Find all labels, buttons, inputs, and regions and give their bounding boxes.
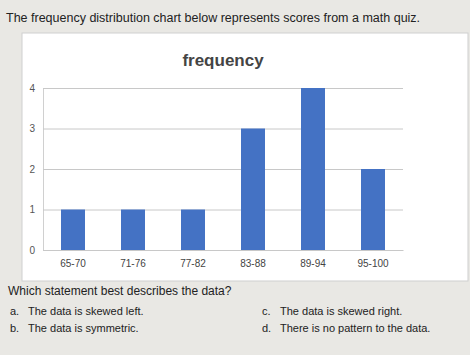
y-tick: 0 [29,245,403,256]
page: The frequency distribution chart below r… [0,0,470,355]
choice-text: The data is symmetric. [28,322,139,334]
x-tick: 65-70 [60,250,86,269]
y-tick-label: 4 [29,83,35,94]
y-tick-label: 0 [29,245,35,256]
plot: 0 1 2 3 4 65-70 71-76 77-82 83-88 89-94 95-100 [29,83,403,269]
y-tick-label: 3 [29,123,35,134]
bar [301,88,325,250]
choice-letter: d. [262,322,271,334]
choice-text: The data is skewed left. [28,305,144,317]
x-tick: 71-76 [120,250,146,269]
x-tick-label: 65-70 [60,258,86,269]
y-tick: 3 [29,123,403,134]
x-tick-label: 77-82 [180,258,206,269]
choice-text: There is no pattern to the data. [280,322,430,334]
x-tick-label: 71-76 [120,258,146,269]
grid-line [43,210,403,211]
chart-title: frequency [182,51,264,70]
y-tick: 2 [29,164,403,175]
grid-line [43,129,403,130]
bar [121,210,145,251]
x-tick-label: 83-88 [240,258,266,269]
x-tick: 95-100 [357,250,389,269]
y-tick-label: 2 [29,164,35,175]
x-axis: 65-70 71-76 77-82 83-88 89-94 95-100 [44,250,404,269]
y-tick: 1 [29,204,403,215]
x-tick: 77-82 [180,250,206,269]
x-tick: 89-94 [300,250,326,269]
x-tick: 83-88 [240,250,266,269]
bar [361,169,385,250]
bar [181,210,205,251]
grid-line [43,169,403,170]
grid-line [43,250,403,251]
y-axis: 0 1 2 3 4 [29,83,403,256]
question: Which statement best describes the data? [8,284,232,298]
bar [61,210,85,251]
choice-letter: b. [10,322,19,334]
x-tick-label: 95-100 [357,258,389,269]
chart-panel [22,33,468,281]
x-tick-label: 89-94 [300,258,326,269]
grid-line [43,88,403,89]
choice-letter: a. [10,305,19,317]
x-axis-line [44,250,404,251]
choice-letter: c. [262,305,271,317]
y-tick: 4 [29,83,403,94]
bars [61,88,385,250]
bar [241,129,265,251]
choice-text: The data is skewed right. [280,305,402,317]
intro: The frequency distribution chart below r… [6,11,420,25]
y-tick-label: 1 [29,204,35,215]
